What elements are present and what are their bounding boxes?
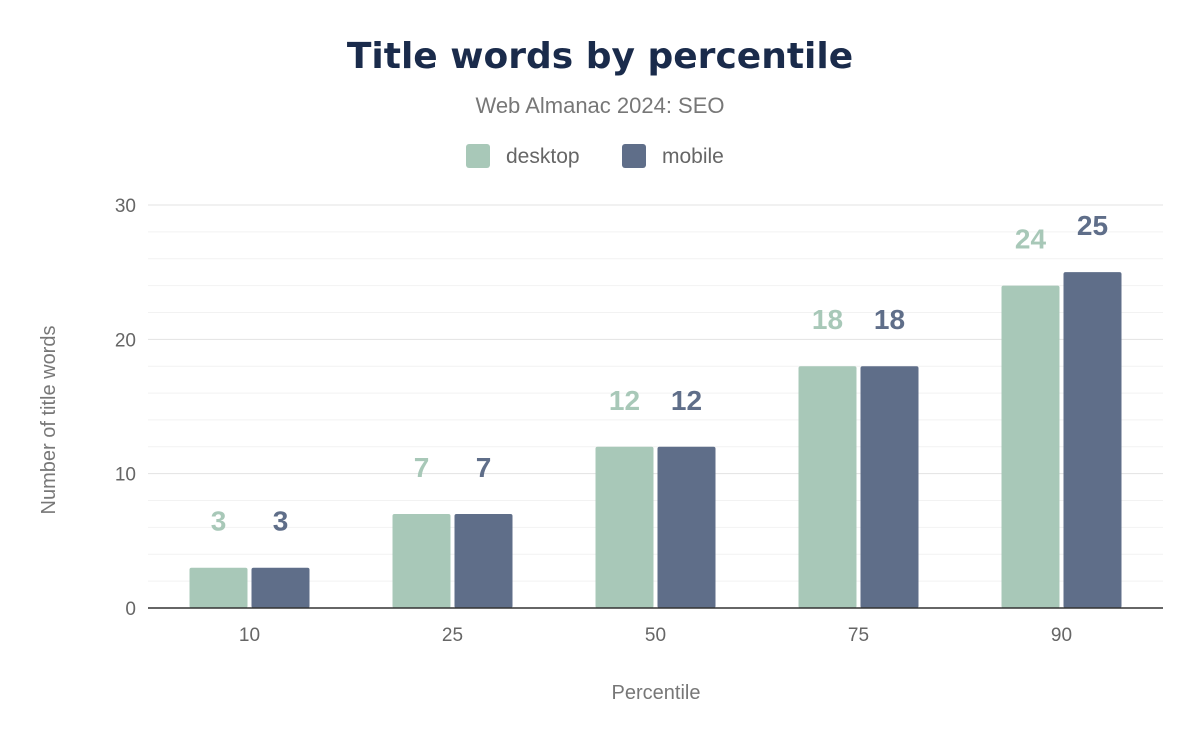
bar-desktop xyxy=(392,513,451,608)
data-label-mobile: 18 xyxy=(874,304,905,335)
data-label-mobile: 7 xyxy=(476,452,492,483)
y-tick-label: 10 xyxy=(115,465,136,486)
legend-item-mobile[interactable]: mobile xyxy=(622,144,724,168)
x-tick-label: 50 xyxy=(645,625,666,646)
bar-desktop xyxy=(1001,285,1060,608)
bar-mobile xyxy=(1063,272,1122,608)
legend: desktop mobile xyxy=(466,144,724,168)
axes: 0 10 20 30 10 25 50 75 90 xyxy=(115,196,1163,646)
y-tick-label: 20 xyxy=(115,330,136,351)
y-tick-label: 30 xyxy=(115,196,136,217)
x-axis-label: Percentile xyxy=(612,682,701,704)
y-tick-label: 0 xyxy=(125,599,136,620)
data-label-mobile: 12 xyxy=(671,385,702,416)
data-label-desktop: 18 xyxy=(812,304,843,335)
bar-mobile xyxy=(454,513,513,608)
data-label-mobile: 25 xyxy=(1077,210,1108,241)
bar-desktop xyxy=(595,446,654,608)
bar-mobile xyxy=(860,366,919,608)
data-label-desktop: 7 xyxy=(414,452,430,483)
x-tick-label: 90 xyxy=(1051,625,1072,646)
legend-item-desktop[interactable]: desktop xyxy=(466,144,580,168)
legend-label: desktop xyxy=(506,145,580,168)
legend-label: mobile xyxy=(662,145,724,168)
x-tick-label: 10 xyxy=(239,625,260,646)
x-tick-label: 25 xyxy=(442,625,463,646)
data-label-desktop: 24 xyxy=(1015,224,1047,255)
data-label-mobile: 3 xyxy=(273,506,289,537)
x-tick-label: 75 xyxy=(848,625,869,646)
chart-title: Title words by percentile xyxy=(347,36,853,77)
bars: 3 3 7 7 12 12 18 18 24 25 xyxy=(189,210,1122,608)
bar-mobile xyxy=(251,567,310,608)
bar-desktop xyxy=(189,567,248,608)
gridlines xyxy=(148,204,1163,582)
y-axis-label: Number of title words xyxy=(38,326,60,515)
legend-swatch xyxy=(466,144,490,168)
data-label-desktop: 3 xyxy=(211,506,227,537)
legend-swatch xyxy=(622,144,646,168)
data-label-desktop: 12 xyxy=(609,385,640,416)
bar-desktop xyxy=(798,366,857,608)
bar-mobile xyxy=(657,446,716,608)
chart-subtitle: Web Almanac 2024: SEO xyxy=(475,93,724,118)
